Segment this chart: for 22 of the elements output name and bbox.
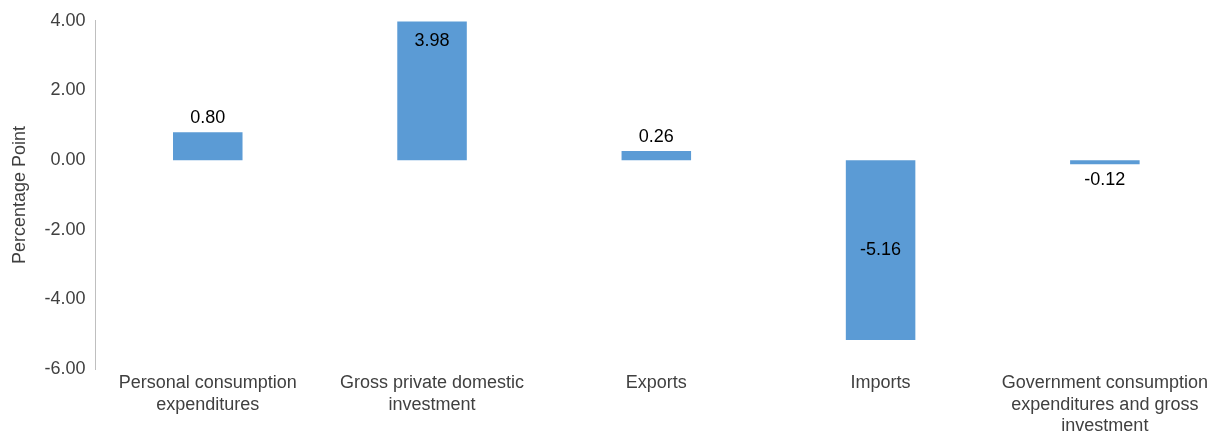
data-label: 3.98 — [414, 30, 450, 51]
y-tick-label: -4.00 — [44, 288, 86, 309]
y-tick-label: 0.00 — [50, 149, 86, 170]
data-label: 0.26 — [638, 126, 674, 147]
bar — [845, 160, 916, 340]
data-label: -5.16 — [860, 239, 902, 260]
y-tick-label: 4.00 — [50, 9, 86, 30]
x-tick-label: Exports — [625, 371, 687, 392]
bar — [397, 21, 467, 161]
bar — [173, 132, 243, 161]
x-tick-label: Personal consumption expenditures — [118, 371, 297, 414]
y-tick-label: 2.00 — [50, 79, 86, 100]
y-tick-label: -2.00 — [44, 218, 86, 239]
data-label: -0.12 — [1084, 169, 1126, 190]
x-tick-label: Imports — [850, 371, 911, 392]
y-axis-title: Percentage Point — [8, 125, 29, 265]
y-tick-label: -6.00 — [44, 358, 86, 379]
bar — [621, 151, 692, 161]
bar — [1070, 160, 1140, 165]
x-tick-label: Gross private domestic investment — [340, 371, 525, 414]
x-tick-label: Government consumption expenditures and gross investment — [1001, 371, 1208, 436]
data-label: 0.80 — [190, 107, 226, 128]
